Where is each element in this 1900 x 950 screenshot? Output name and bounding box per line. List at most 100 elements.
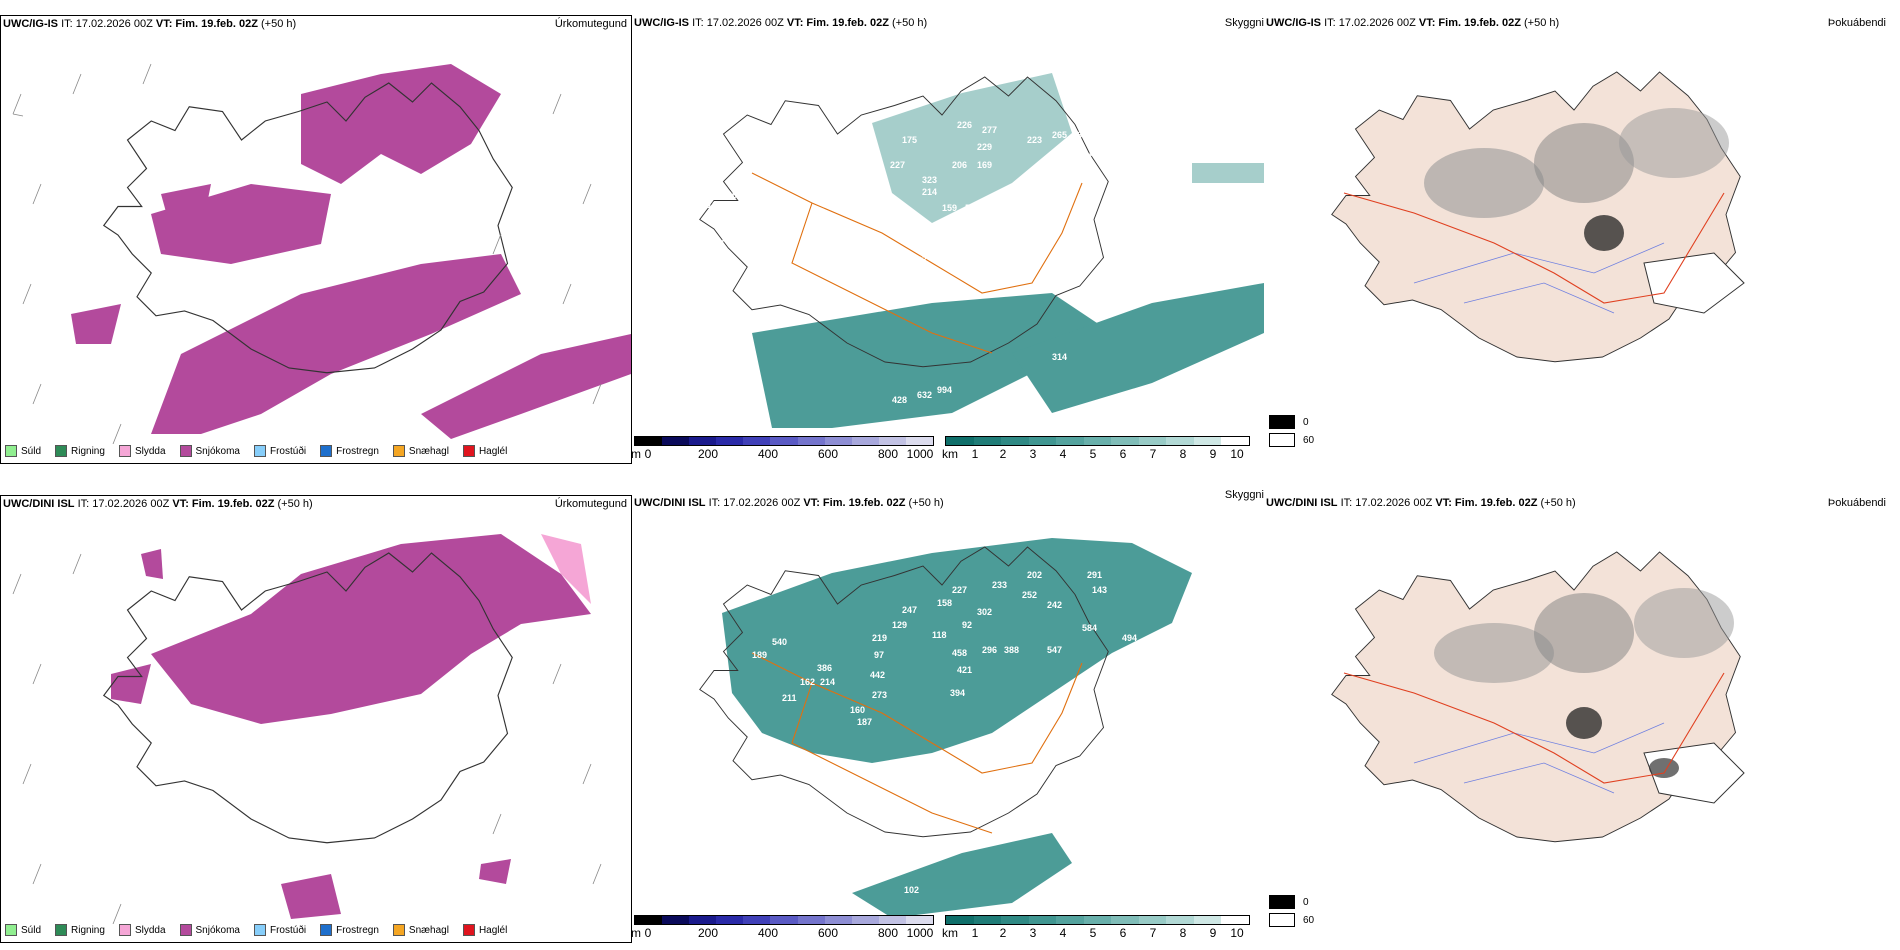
- svg-text:323: 323: [922, 175, 937, 185]
- svg-text:189: 189: [752, 650, 767, 660]
- svg-text:312: 312: [1047, 180, 1062, 190]
- panel-header: UWC/DINI ISL IT: 17.02.2026 00Z VT: Fim.…: [634, 497, 944, 509]
- svg-text:416: 416: [1017, 715, 1032, 725]
- svg-text:556: 556: [1052, 165, 1067, 175]
- legend-swatch: [118, 445, 131, 457]
- legend-swatch: [1269, 415, 1295, 429]
- legend-swatch: [253, 445, 266, 457]
- legend-swatch: [179, 445, 192, 457]
- ceiling-unit: m: [631, 447, 641, 461]
- wind-barbs: [12, 553, 602, 924]
- svg-text:162: 162: [800, 677, 815, 687]
- svg-text:394: 394: [950, 688, 965, 698]
- precip-panel-dini: UWC/DINI ISL IT: 17.02.2026 00Z VT: Fim.…: [0, 495, 632, 943]
- rivers: [1413, 242, 1665, 314]
- svg-text:175: 175: [902, 135, 917, 145]
- legend-swatch: [5, 445, 17, 457]
- legend-swatch: [1269, 913, 1295, 927]
- svg-text:584: 584: [1082, 623, 1097, 633]
- visibility-colorbar: km 1 2 3 4 5 6 7 8 9 10: [942, 436, 1250, 461]
- legend-swatch: [253, 924, 266, 936]
- visibility-panel-dini: UWC/DINI ISL IT: 17.02.2026 00Z VT: Fim.…: [631, 489, 1264, 943]
- legend-item: Snæhagl: [392, 924, 449, 936]
- svg-text:421: 421: [957, 665, 972, 675]
- legend-item: 0: [1269, 895, 1314, 909]
- svg-text:427: 427: [1132, 162, 1147, 172]
- legend-item: Slydda: [118, 445, 166, 457]
- ceiling-colorbar: m 0 200 400 600 800 1000: [631, 436, 934, 461]
- svg-text:547: 547: [1047, 645, 1062, 655]
- svg-text:129: 129: [892, 620, 907, 630]
- legend-item: Súld: [5, 924, 41, 936]
- legend-swatch: [55, 445, 68, 457]
- svg-text:227: 227: [890, 160, 905, 170]
- legend-item: Frostregn: [320, 924, 379, 936]
- snow-area: [71, 64, 631, 439]
- legend-swatch: [118, 924, 131, 936]
- svg-text:287: 287: [912, 255, 927, 265]
- fog-field: [1331, 71, 1745, 363]
- legend-swatch: [5, 924, 17, 936]
- svg-text:368: 368: [1072, 130, 1087, 140]
- roads: [751, 652, 1083, 834]
- panel-header: UWC/IG-IS IT: 17.02.2026 00Z VT: Fim. 19…: [634, 17, 928, 29]
- svg-text:291: 291: [1087, 570, 1102, 580]
- svg-text:159: 159: [942, 203, 957, 213]
- ceiling-unit: m: [631, 926, 641, 940]
- svg-text:414: 414: [1057, 143, 1072, 153]
- svg-text:226: 226: [957, 120, 972, 130]
- svg-text:92: 92: [962, 620, 972, 630]
- legend-swatch: [462, 445, 475, 457]
- fog-map: [1331, 551, 1745, 843]
- svg-text:202: 202: [1027, 570, 1042, 580]
- visibility-unit: km: [942, 447, 958, 461]
- roads: [751, 172, 1083, 354]
- legend-item: Haglél: [462, 445, 507, 457]
- legend-swatch: [55, 924, 68, 936]
- svg-text:632: 632: [917, 390, 932, 400]
- legend-swatch: [462, 924, 475, 936]
- svg-text:166: 166: [707, 200, 722, 210]
- precip-panel-ig: UWC/IG-IS IT: 17.02.2026 00Z VT: Fim. 19…: [0, 15, 632, 464]
- legend-item: Súld: [5, 445, 41, 457]
- legend-item: Frostregn: [320, 445, 379, 457]
- svg-text:428: 428: [892, 395, 907, 405]
- legend-item: 60: [1269, 913, 1314, 927]
- rivers: [1413, 722, 1665, 794]
- low-visibility-area: [722, 538, 1192, 918]
- svg-text:158: 158: [937, 598, 952, 608]
- svg-text:540: 540: [772, 637, 787, 647]
- precip-map: [12, 63, 631, 444]
- svg-text:233: 233: [992, 580, 1007, 590]
- fog-panel-dini: UWC/DINI ISL IT: 17.02.2026 00Z VT: Fim.…: [1264, 495, 1900, 943]
- svg-text:242: 242: [1047, 600, 1062, 610]
- legend-item: Frostúði: [253, 445, 306, 457]
- panel-title: Skyggni: [1224, 489, 1264, 501]
- legend-swatch: [1269, 433, 1295, 447]
- legend-swatch: [1269, 895, 1295, 909]
- fog-map: [1331, 71, 1745, 363]
- svg-text:169: 169: [977, 160, 992, 170]
- legend-item: 0: [1269, 415, 1314, 429]
- legend-item: Haglél: [462, 924, 507, 936]
- visibility-map: 247 227 158 129 219 97 92 118 302 296 38…: [699, 538, 1192, 918]
- svg-text:187: 187: [857, 717, 872, 727]
- svg-text:176: 176: [762, 235, 777, 245]
- svg-text:346: 346: [932, 245, 947, 255]
- fog-panel-ig: UWC/IG-IS IT: 17.02.2026 00Z VT: Fim. 19…: [1264, 15, 1900, 464]
- svg-text:277: 277: [982, 125, 997, 135]
- svg-text:388: 388: [1004, 645, 1019, 655]
- svg-text:229: 229: [977, 142, 992, 152]
- svg-text:378: 378: [1077, 152, 1092, 162]
- fog-legend: 0 60: [1269, 895, 1314, 931]
- svg-text:214: 214: [922, 187, 937, 197]
- panel-header: UWC/IG-IS IT: 17.02.2026 00Z VT: Fim. 19…: [1266, 17, 1560, 29]
- svg-text:442: 442: [870, 670, 885, 680]
- svg-text:187: 187: [832, 260, 847, 270]
- visibility-unit: km: [942, 926, 958, 940]
- legend-item: Slydda: [118, 924, 166, 936]
- legend-swatch: [179, 924, 192, 936]
- svg-text:219: 219: [872, 633, 887, 643]
- roads: [1343, 672, 1725, 784]
- roads: [1343, 192, 1725, 304]
